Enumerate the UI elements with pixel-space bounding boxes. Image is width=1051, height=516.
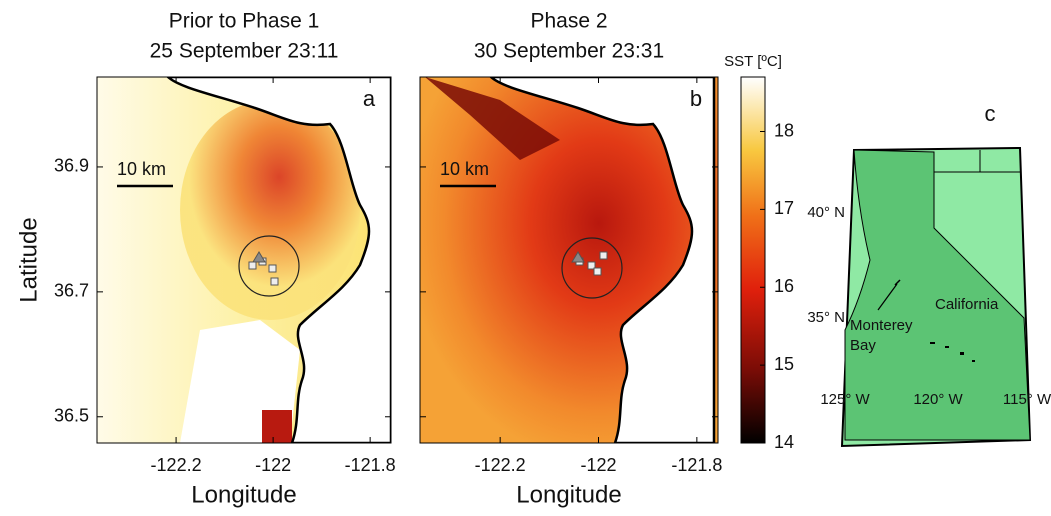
x-axis-label: Longitude	[516, 481, 621, 508]
colorbar-tick-label: 14	[774, 432, 794, 452]
x-tick-label: -122	[255, 455, 291, 475]
colorbar-tick-label: 15	[774, 354, 794, 374]
y-tick-label: 36.9	[54, 156, 89, 176]
x-tick-label: -122.2	[151, 455, 202, 475]
lon-label: 115° W	[1003, 391, 1051, 408]
colorbar	[740, 76, 766, 444]
y-axis-label: Latitude	[15, 217, 42, 302]
map-b	[420, 77, 718, 443]
x-tick-label: -121.8	[345, 455, 396, 475]
colorbar-tick-label: 17	[774, 198, 794, 218]
panel-title: 30 September 23:31	[474, 40, 664, 63]
x-tick-label: -121.8	[671, 455, 722, 475]
panel-title: Phase 2	[530, 10, 607, 33]
x-tick-label: -122.2	[475, 455, 526, 475]
y-tick-label: 36.5	[54, 406, 89, 426]
panel-title: 25 September 23:11	[150, 40, 339, 63]
x-axis-label: Longitude	[191, 481, 296, 508]
colorbar-label: SST [ºC]	[724, 53, 782, 70]
panel-letter: c	[985, 101, 996, 126]
x-tick-label: -122	[580, 455, 616, 475]
panel-letter: b	[690, 86, 702, 111]
scale-bar-label: 10 km	[440, 159, 489, 179]
colorbar-tick-label: 18	[774, 120, 794, 140]
lon-label: 125° W	[820, 391, 870, 408]
inset-map	[840, 146, 1032, 448]
lon-label: 120° W	[913, 391, 963, 408]
axes-frame	[96, 76, 392, 444]
panel-title: Prior to Phase 1	[169, 10, 320, 33]
lat-label: 35° N	[807, 309, 845, 326]
place-label: Monterey	[850, 317, 913, 334]
place-label: Bay	[850, 337, 876, 354]
state-label: California	[935, 296, 999, 313]
y-tick-label: 36.7	[54, 281, 89, 301]
panel-letter: a	[363, 86, 376, 111]
map-a	[97, 77, 391, 443]
colorbar-tick-label: 16	[774, 276, 794, 296]
scale-bar-label: 10 km	[117, 159, 166, 179]
lat-label: 40° N	[807, 204, 845, 221]
axes-frame	[419, 76, 719, 444]
